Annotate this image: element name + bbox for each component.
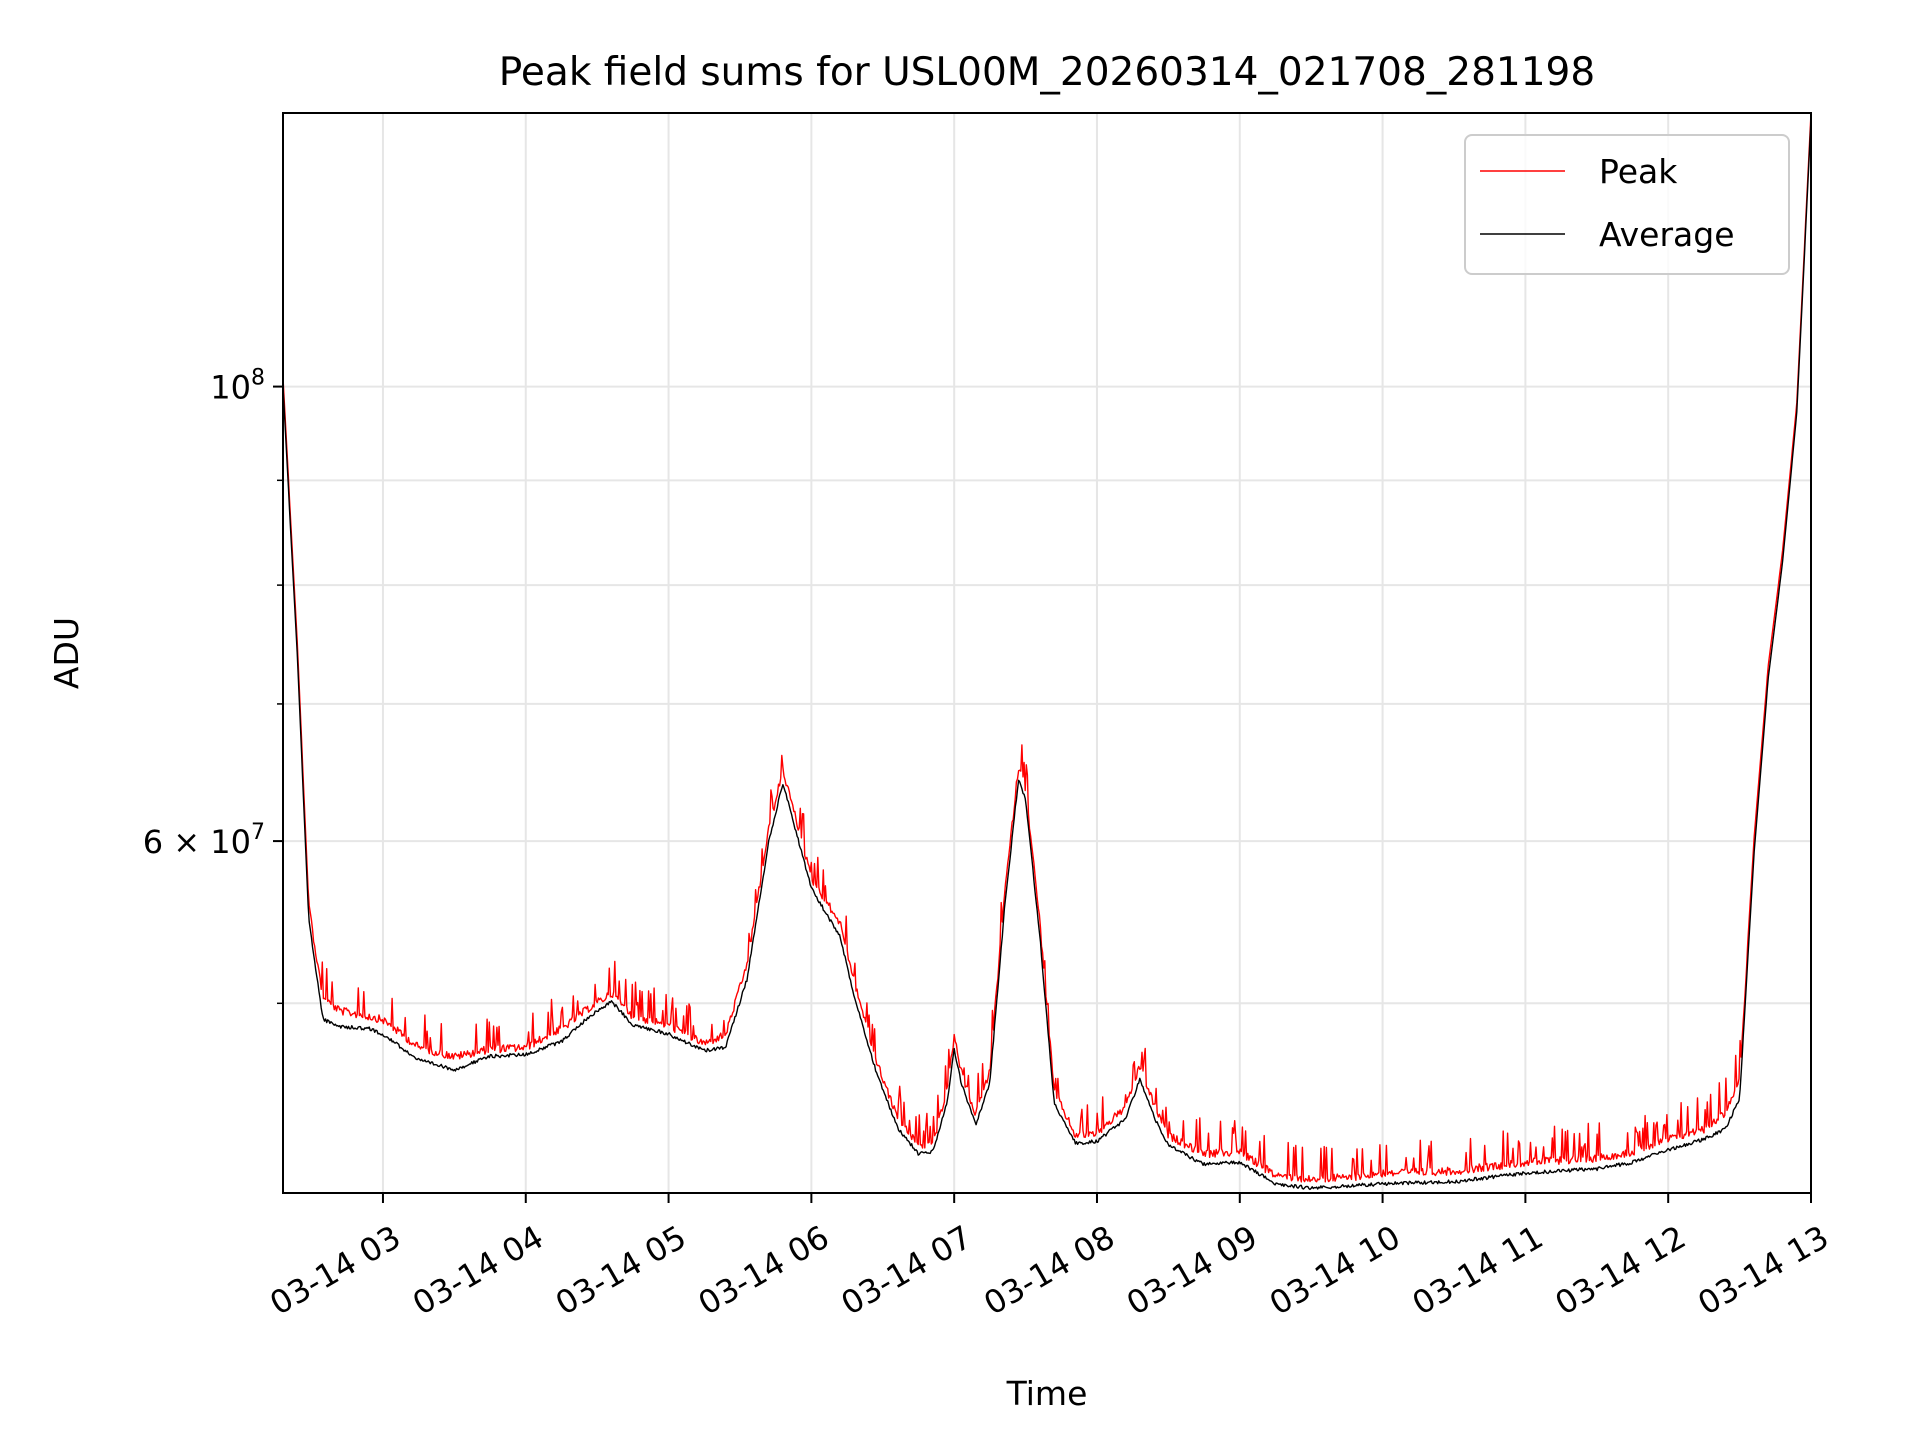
series-peak-line bbox=[282, 112, 1812, 1183]
series-layer bbox=[282, 112, 1812, 1191]
y-axis-label: ADU bbox=[47, 617, 86, 689]
x-axis-label: Time bbox=[1006, 1374, 1088, 1413]
series-average-line bbox=[282, 119, 1812, 1191]
legend-box bbox=[1464, 134, 1790, 275]
legend-peak-label: Peak bbox=[1599, 152, 1678, 191]
y-tick-label: 6 × 107 bbox=[143, 820, 265, 861]
chart-title: Peak field sums for USL00M_20260314_0217… bbox=[499, 50, 1595, 95]
plot-frame bbox=[282, 112, 1812, 1194]
y-tick-label: 108 bbox=[210, 366, 265, 407]
legend-average-label: Average bbox=[1599, 215, 1735, 254]
legend: Peak Average bbox=[1464, 134, 1790, 275]
